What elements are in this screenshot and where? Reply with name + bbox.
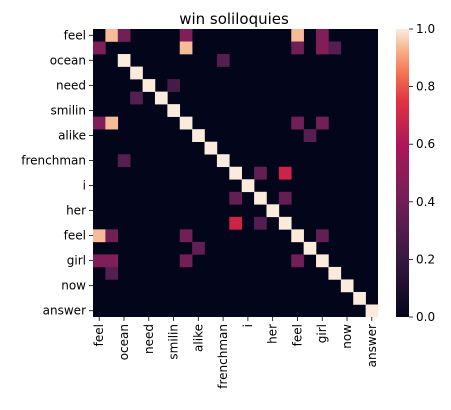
heatmap-cell (179, 254, 193, 268)
heatmap-cell (105, 229, 119, 243)
heatmap-cell (254, 216, 267, 230)
x-tick-label: i (241, 324, 255, 327)
heatmap-cell (117, 54, 131, 67)
heatmap-cell (105, 116, 119, 130)
x-tick-label: ocean (117, 324, 131, 360)
colorbar-tick-label: 0.0 (416, 310, 435, 324)
heatmap-cell (278, 216, 292, 230)
heatmap-cell (117, 29, 131, 42)
heatmap-cell (316, 41, 329, 55)
y-tick-label: need (56, 78, 86, 92)
heatmap-cell (179, 116, 193, 130)
heatmap-cell (192, 129, 205, 142)
heatmap-cells (93, 29, 379, 318)
heatmap-cell (353, 291, 366, 305)
colorbar-tick-label: 1.0 (416, 22, 435, 36)
x-tick-label: frenchman (216, 324, 230, 389)
chart-title: win soliloquies (179, 10, 289, 28)
y-tick-label: feel (64, 28, 86, 42)
heatmap-cell (266, 204, 280, 218)
x-axis-ticks: feel ocean need smilin alike frenchman i her fee… (92, 317, 379, 389)
heatmap-cell (278, 191, 292, 205)
colorbar-gradient (396, 29, 409, 317)
colorbar-tick-label: 0.8 (416, 80, 435, 94)
heatmap-cell (291, 116, 304, 130)
colorbar-tick-label: 0.6 (416, 137, 435, 151)
heatmap-cell (117, 154, 131, 168)
heatmap-cell (291, 41, 304, 55)
y-tick-label: alike (58, 128, 86, 142)
y-axis-ticks: feel ocean need smilin alike frenchman i her fee… (21, 28, 93, 318)
y-tick-label: frenchman (21, 153, 86, 167)
heatmap-cell (105, 266, 119, 280)
y-tick-label: now (61, 279, 86, 293)
colorbar-tick-label: 0.4 (416, 195, 435, 209)
heatmap-cell (316, 229, 329, 243)
heatmap-cell (229, 166, 242, 180)
heatmap-cell (93, 41, 106, 55)
y-tick-label: her (66, 204, 86, 218)
heatmap-cell (179, 229, 193, 243)
x-tick-label: feel (290, 324, 304, 346)
heatmap-cell (340, 279, 354, 293)
heatmap-cell (179, 41, 193, 55)
heatmap-cell (216, 154, 230, 168)
heatmap-cell (229, 191, 242, 205)
x-tick-label: need (142, 324, 156, 354)
heatmap-cell (328, 266, 342, 280)
heatmap-cell (316, 116, 329, 130)
y-tick-label: smilin (50, 103, 86, 117)
heatmap-cell (179, 29, 193, 42)
y-tick-label: girl (67, 254, 86, 268)
x-tick-label: now (340, 324, 354, 349)
heatmap-cell (216, 54, 230, 67)
heatmap-cell (167, 104, 181, 117)
heatmap-cell (328, 41, 342, 55)
heatmap-cell (154, 91, 168, 105)
heatmap-cell (192, 241, 205, 255)
heatmap-cell (291, 29, 304, 42)
heatmap-cell (365, 304, 379, 318)
heatmap-cell (254, 166, 267, 180)
heatmap-cell (316, 254, 329, 268)
heatmap-cell (93, 254, 106, 268)
x-tick-label: answer (365, 324, 379, 367)
heatmap-cell (229, 216, 242, 230)
heatmap-cell (278, 166, 292, 180)
x-tick-label: her (266, 324, 280, 344)
heatmap-cell (254, 191, 267, 205)
y-tick-label: answer (43, 304, 86, 318)
heatmap-cell (241, 179, 255, 193)
x-tick-label: alike (191, 324, 205, 352)
colorbar: 0.0 0.2 0.4 0.6 0.8 1.0 (396, 22, 435, 324)
y-tick-label: i (83, 179, 86, 193)
heatmap-cell (105, 254, 119, 268)
heatmap-cell (167, 79, 181, 92)
colorbar-tick-label: 0.2 (416, 252, 435, 266)
y-tick-label: ocean (50, 53, 86, 67)
x-tick-label: smilin (167, 324, 181, 360)
heatmap-cell (291, 229, 304, 243)
x-tick-label: girl (315, 324, 329, 343)
heatmap-cell (316, 29, 329, 42)
heatmap-cell (303, 241, 317, 255)
heatmap-cell (130, 91, 143, 105)
heatmap-cell (93, 229, 106, 243)
heatmap-cell (142, 79, 156, 92)
x-tick-label: feel (92, 324, 106, 346)
heatmap-cell (204, 141, 218, 155)
heatmap-cell (105, 29, 119, 42)
heatmap-cell (130, 66, 143, 80)
y-tick-label: feel (64, 229, 86, 243)
heatmap-cell (291, 254, 304, 268)
heatmap-cell (303, 129, 317, 142)
heatmap-cell (93, 116, 106, 130)
